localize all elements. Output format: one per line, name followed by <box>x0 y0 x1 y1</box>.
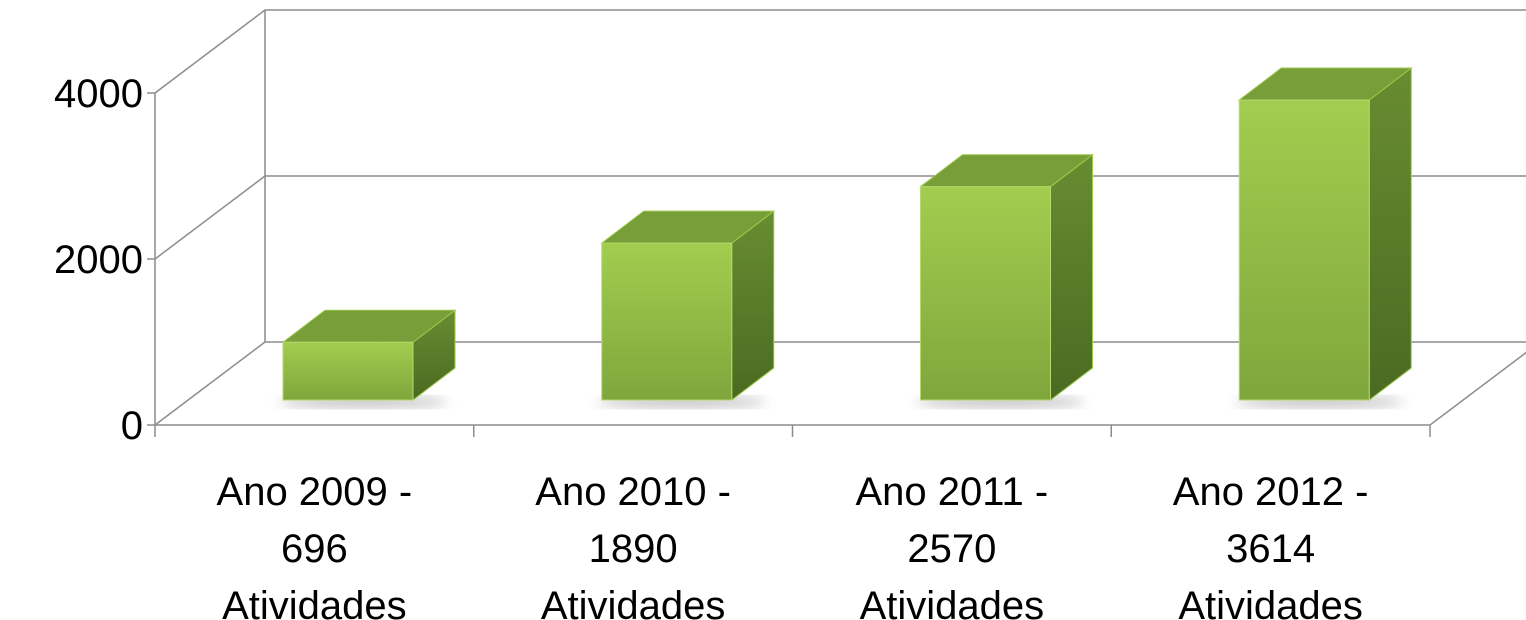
bar <box>282 341 414 401</box>
x-tick-label-line: 2570 <box>907 527 996 571</box>
x-tick-label-line: Ano 2009 - <box>217 470 413 514</box>
bar <box>1238 99 1370 401</box>
bar-side <box>1368 67 1412 402</box>
x-tick-label-line: 696 <box>281 527 348 571</box>
y-tick-label: 4000 <box>54 72 143 116</box>
y-tick-label: 0 <box>121 404 143 448</box>
x-tick-label-line: Atividades <box>1178 584 1363 620</box>
x-tick-label-line: Atividades <box>860 584 1045 620</box>
x-tick-label: Ano 2010 - 1890 Atividades <box>535 470 731 620</box>
bar <box>920 186 1051 401</box>
bar-side <box>1050 153 1093 402</box>
grid-line <box>154 341 1526 426</box>
grid-line <box>154 9 1526 94</box>
x-tick-label-line: Ano 2010 - <box>535 470 731 514</box>
x-tick-label-line: Ano 2012 - <box>1173 470 1369 514</box>
x-tick-label: Ano 2009 - 696 Atividades <box>217 470 413 620</box>
x-tick-label-line: Atividades <box>541 584 726 620</box>
x-tick-label-line: 3614 <box>1226 527 1315 571</box>
x-tick-label-line: 1890 <box>589 527 678 571</box>
x-tick-label: Ano 2011 - 2570 Atividades <box>856 470 1049 620</box>
x-tick-label-line: Atividades <box>222 584 407 620</box>
grid-line <box>154 175 1526 260</box>
y-tick-label: 2000 <box>54 238 143 282</box>
x-tick-label: Ano 2012 - 3614 Atividades <box>1173 470 1369 620</box>
x-tick-label-line: Ano 2011 - <box>856 470 1049 514</box>
bar <box>601 242 733 401</box>
bar-side <box>731 210 775 402</box>
